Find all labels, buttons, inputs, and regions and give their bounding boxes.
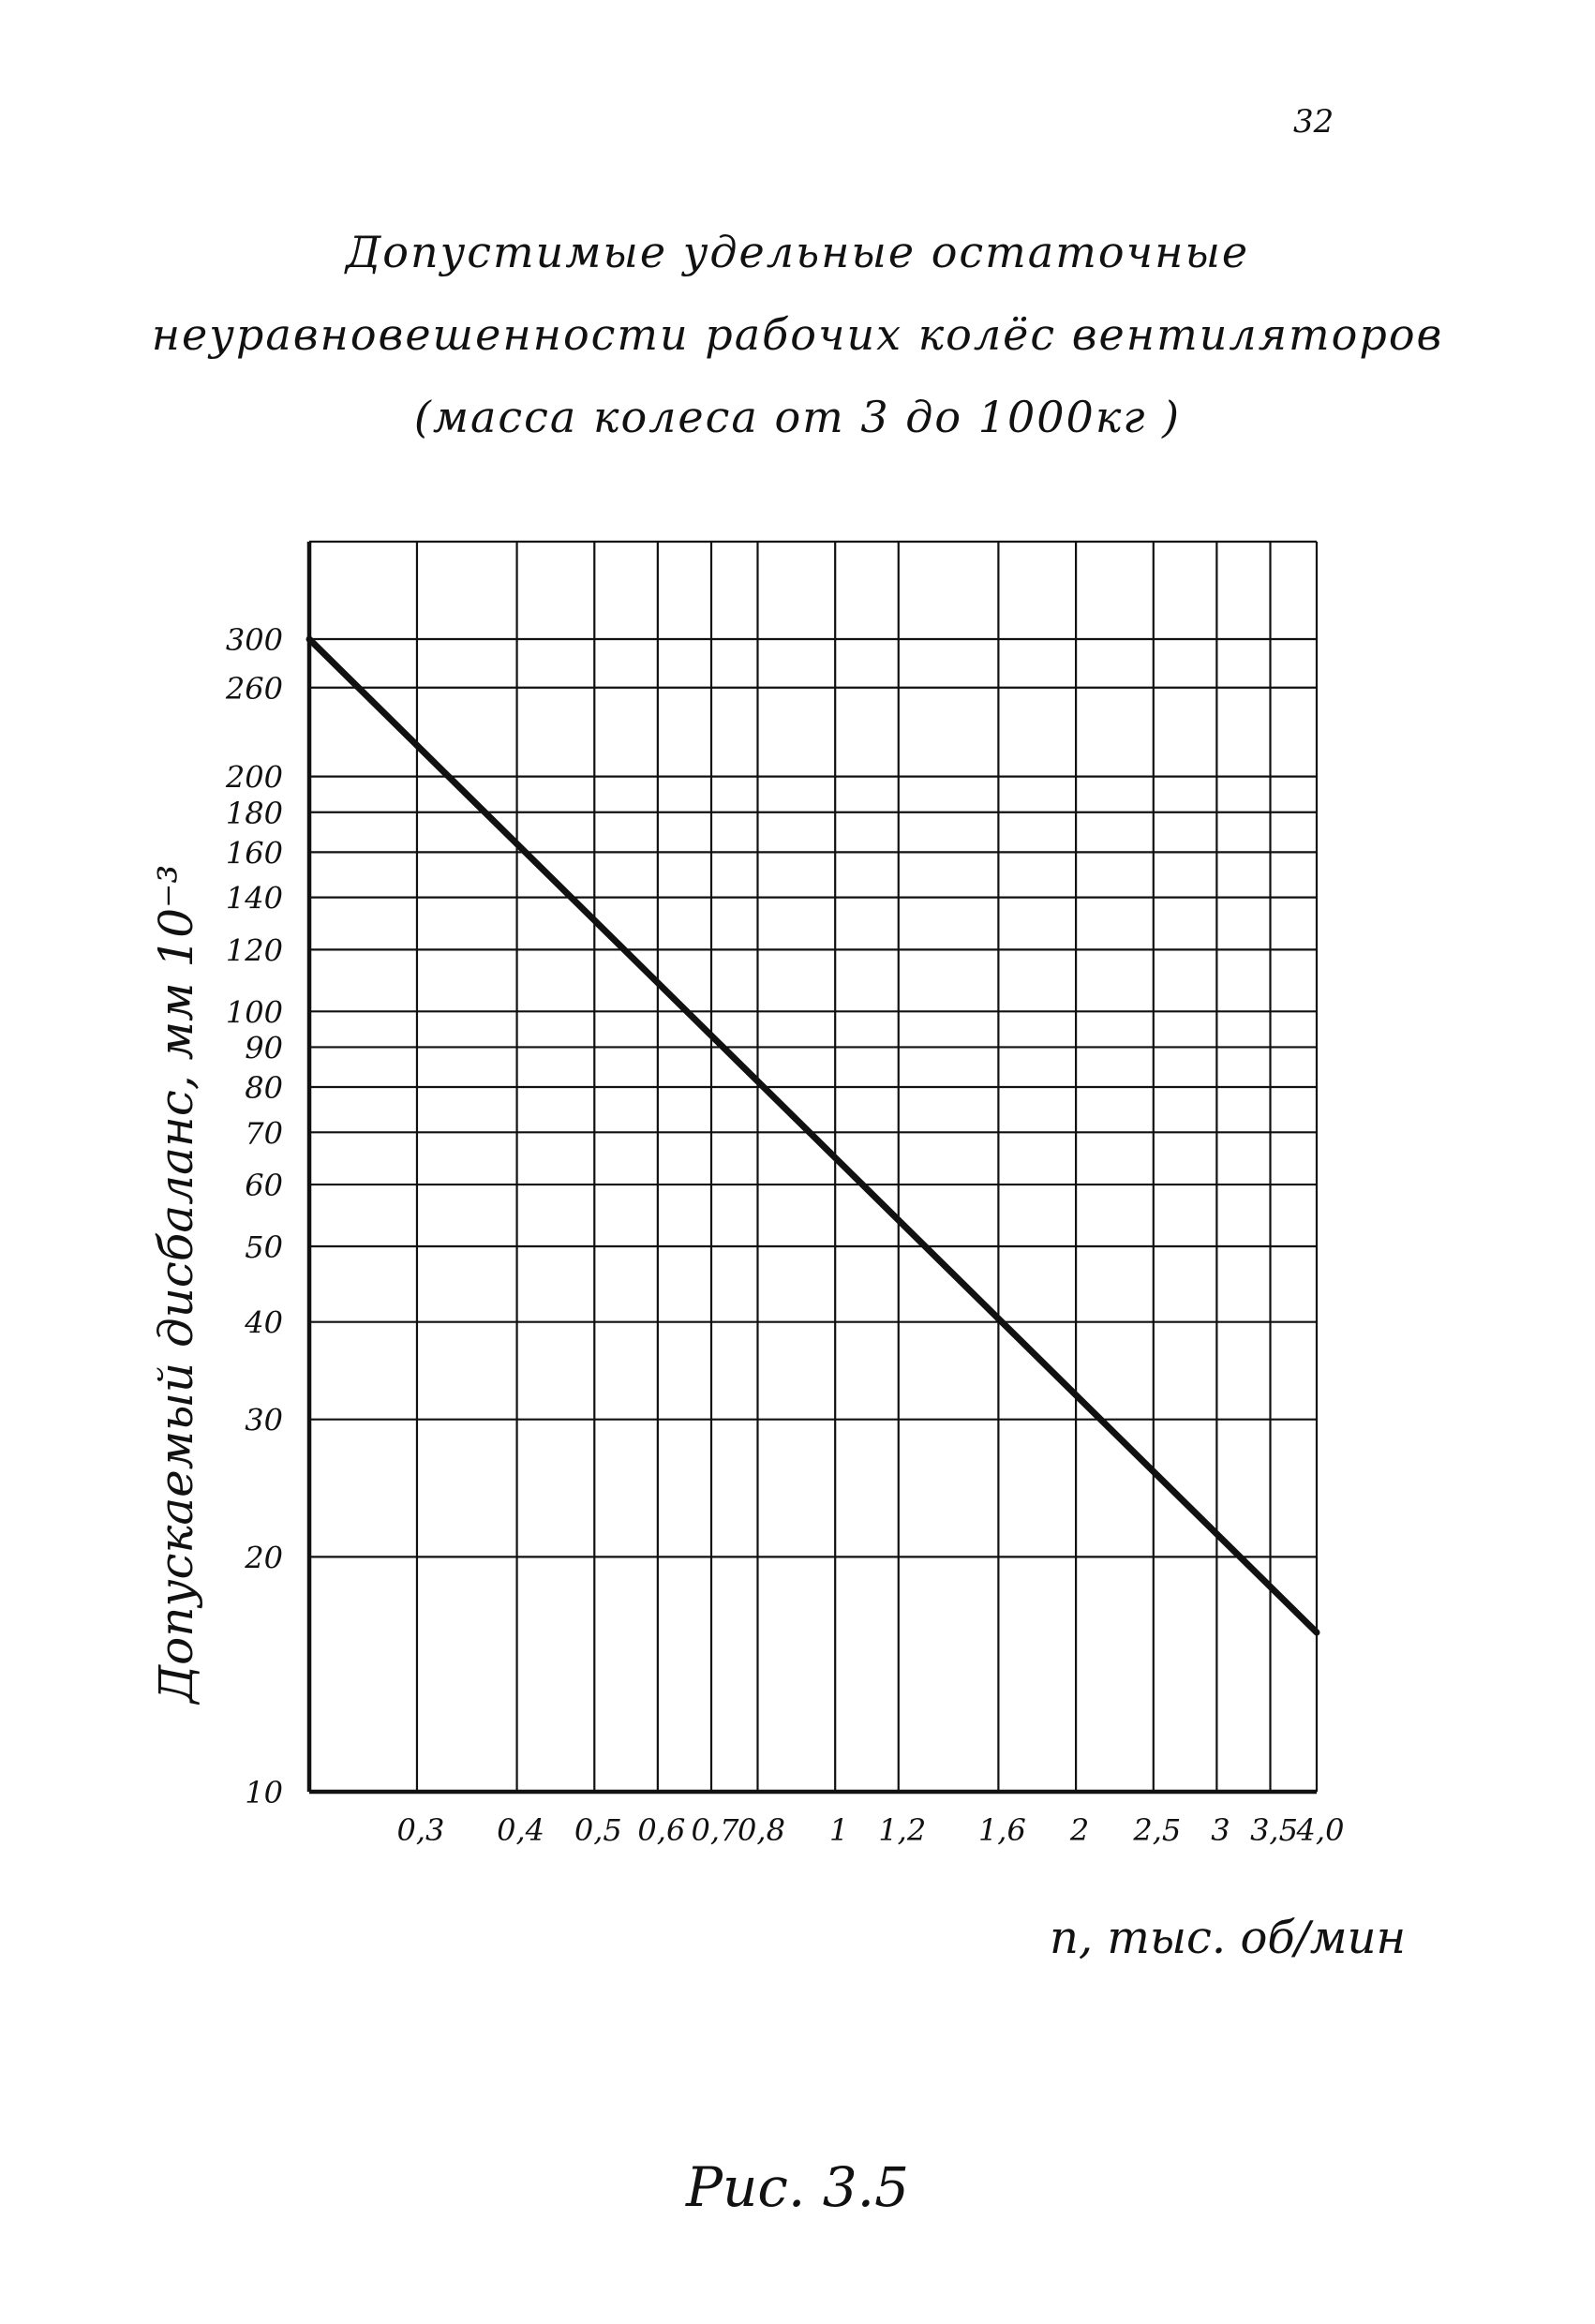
- title-line-2: неуравновешенности рабочих колёс вентиля…: [151, 309, 1444, 360]
- title-line-3: (масса колеса от 3 до 1000кг ): [413, 392, 1182, 442]
- y-tick-label-4: 50: [245, 1229, 283, 1265]
- series: [306, 635, 1320, 1636]
- x-tick-label-1: 0,4: [497, 1812, 544, 1848]
- x-tick-label-12: 3,5: [1250, 1812, 1298, 1848]
- y-tick-label-5: 60: [245, 1168, 283, 1203]
- x-tick-labels: 0,3 0,4 0,5 0,6 0,70,8 1 1,2 1,6 2 2,5 3 3,54,0: [397, 1812, 1345, 1848]
- y-tick-label-7: 80: [245, 1070, 283, 1106]
- y-tick-label-14: 200: [225, 760, 283, 796]
- vertical-gridlines: [415, 542, 1272, 1792]
- y-tick-label-8: 90: [245, 1030, 283, 1065]
- x-tick-label-0: 0,3: [397, 1812, 445, 1848]
- y-tick-label-16: 300: [226, 622, 283, 658]
- y-tick-label-0: 10: [245, 1775, 283, 1810]
- y-tick-label-3: 40: [244, 1305, 283, 1341]
- x-tick-label-9: 2: [1069, 1812, 1089, 1848]
- y-tick-label-9: 100: [226, 994, 283, 1030]
- figure-title: Допустимые удельные остаточные неуравнов…: [0, 211, 1595, 458]
- x-tick-label-6: 1: [829, 1812, 848, 1848]
- y-tick-label-11: 140: [226, 881, 283, 916]
- y-tick-label-1: 20: [244, 1540, 283, 1575]
- x-tick-label-3: 0,6: [637, 1812, 685, 1848]
- page-number: 32: [1293, 103, 1334, 141]
- title-line-1: Допустимые удельные остаточные: [345, 227, 1250, 277]
- x-tick-label-4: 0,7: [692, 1812, 740, 1848]
- y-tick-label-15: 260: [225, 671, 283, 707]
- y-tick-label-10: 120: [226, 932, 283, 968]
- x-tick-label-5: 0,8: [738, 1812, 785, 1848]
- x-tick-label-13: 4,0: [1296, 1812, 1345, 1848]
- y-tick-label-6: 70: [245, 1115, 283, 1151]
- x-tick-label-11: 3: [1211, 1812, 1230, 1848]
- x-tick-label-8: 1,6: [978, 1812, 1026, 1848]
- x-axis-label: n, тыс. об/мин: [1050, 1912, 1407, 1964]
- y-tick-label-2: 30: [245, 1403, 283, 1438]
- horizontal-gridlines: [309, 637, 1317, 1558]
- figure-caption: Рис. 3.5: [686, 2155, 909, 2219]
- x-tick-label-7: 1,2: [878, 1812, 926, 1848]
- series-line-0: [306, 635, 1320, 1636]
- x-tick-label-10: 2,5: [1132, 1812, 1181, 1848]
- y-tick-label-13: 180: [226, 796, 283, 831]
- x-tick-label-2: 0,5: [574, 1812, 622, 1848]
- axes: [306, 540, 1319, 1795]
- y-axis-label: Допускаемый дисбаланс, мм 10⁻³: [149, 865, 203, 1706]
- y-tick-label-12: 160: [226, 835, 283, 871]
